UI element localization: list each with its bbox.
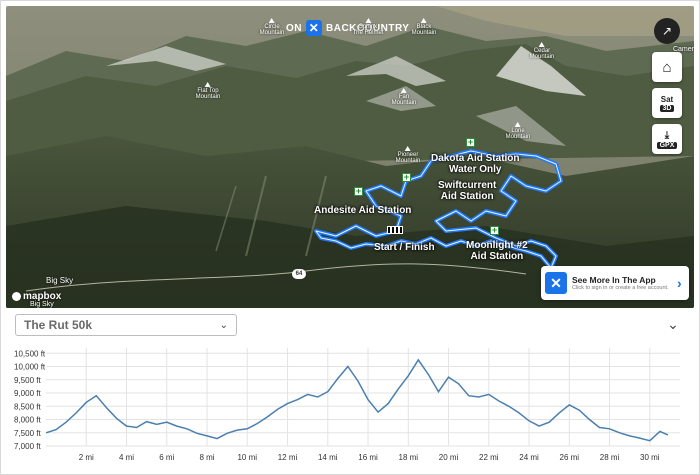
layer-toggle-button[interactable]: Sat 3D (652, 88, 682, 118)
peak-marker: Sphinx The Helmet (352, 18, 384, 36)
start-finish-label: Start / Finish (374, 242, 435, 253)
x-tick-label: 6 mi (159, 453, 174, 462)
compass-icon: ↗ (661, 24, 673, 38)
gpx-label: GPX (656, 141, 678, 149)
chart-grid (46, 348, 680, 447)
home-icon: ⌂ (662, 58, 672, 76)
peak-icon (539, 42, 545, 47)
y-tick-label: 9,000 ft (14, 389, 41, 398)
start-finish-flag-icon[interactable] (387, 226, 403, 234)
peak-icon (421, 18, 427, 23)
aid-station-icon[interactable]: + (402, 172, 411, 182)
x-tick-label: 22 mi (479, 453, 499, 462)
layer-label: Sat (660, 94, 674, 104)
x-axis-ticks: 2 mi 4 mi 6 mi 8 mi 10 mi 12 mi 14 mi 16 mi 18 m… (79, 453, 660, 462)
x-tick-label: 18 mi (399, 453, 419, 462)
peak-marker: Lone Mountain (506, 122, 530, 140)
peak-icon (205, 82, 211, 87)
peak-icon (269, 18, 275, 23)
x-tick-label: 14 mi (318, 453, 338, 462)
highway-shield: 64 (292, 269, 306, 279)
aid-station-label: Moonlight #2 Aid Station (466, 240, 528, 262)
chevron-down-icon: ⌄ (667, 315, 679, 332)
elevation-chart[interactable]: 7,000 ft 7,500 ft 8,000 ft 8,500 ft 9,000 ft… (0, 340, 700, 475)
brand-right: BACKCOUNTRY (326, 22, 410, 34)
x-tick-label: 20 mi (439, 453, 459, 462)
peak-icon (405, 146, 411, 151)
app-card-title: See More In The App (572, 274, 656, 285)
y-tick-label: 10,000 ft (14, 363, 46, 372)
peak-marker: Circle Mountain (260, 18, 284, 36)
collapse-chart-button[interactable]: ⌄ (664, 315, 682, 333)
y-tick-label: 8,000 ft (14, 416, 41, 425)
see-more-in-app-card[interactable]: ✕ See More In The App Click to sign in o… (541, 266, 689, 300)
gpx-download-button[interactable]: ⤓ GPX (652, 124, 682, 154)
elevation-profile-line[interactable] (45, 358, 669, 442)
aid-station-icon[interactable]: + (354, 186, 363, 196)
peak-icon (364, 18, 371, 23)
mapbox-icon (12, 292, 21, 301)
x-tick-label: 28 mi (600, 453, 620, 462)
terrain-background (6, 6, 694, 308)
x-tick-label: 4 mi (119, 453, 134, 462)
x-tick-label: 8 mi (199, 453, 214, 462)
y-tick-label: 7,500 ft (14, 429, 41, 438)
peak-marker: Flat Top Mountain (196, 82, 220, 100)
compass-button[interactable]: ↗ (654, 18, 680, 44)
y-tick-label: 10,500 ft (14, 349, 46, 358)
home-button[interactable]: ⌂ (652, 52, 682, 82)
onx-x-icon: ✕ (306, 20, 322, 36)
route-select-value: The Rut 50k (24, 318, 93, 332)
aid-station-icon[interactable]: + (466, 137, 475, 147)
app-card-subtitle: Click to sign in or create a free accoun… (572, 284, 669, 291)
peak-marker: Cedar Mountain (530, 42, 554, 60)
x-tick-label: 16 mi (358, 453, 378, 462)
chevron-right-icon: › (677, 275, 682, 291)
x-tick-label: 10 mi (237, 453, 257, 462)
x-tick-label: 12 mi (278, 453, 298, 462)
brand-left: ON (286, 22, 302, 34)
aid-station-label: Dakota Aid Station Water Only (431, 153, 520, 175)
download-icon: ⤓ (664, 129, 670, 141)
aid-station-label: Andesite Aid Station (314, 205, 412, 216)
y-tick-label: 7,000 ft (14, 442, 41, 451)
chevron-down-icon: ⌄ (219, 319, 228, 331)
x-tick-label: 26 mi (560, 453, 580, 462)
onx-backcountry-logo: ON ✕ BACKCOUNTRY (286, 16, 409, 40)
trail-map[interactable]: ON ✕ BACKCOUNTRY Circle Mountain Sphinx … (6, 6, 694, 308)
route-select[interactable]: The Rut 50k ⌄ (15, 314, 237, 336)
aid-station-icon[interactable]: + (490, 225, 499, 235)
mapbox-attribution[interactable]: mapbox (12, 291, 61, 302)
attribution-sub: Big Sky (30, 301, 54, 308)
camera-label: Camer (672, 46, 694, 53)
aid-station-label: Swiftcurrent Aid Station (438, 180, 497, 202)
peak-marker: Pioneer Mountain (396, 146, 420, 164)
peak-marker: Black Mountain (412, 18, 436, 36)
x-tick-label: 24 mi (519, 453, 539, 462)
peak-icon (515, 122, 521, 127)
y-tick-label: 8,500 ft (14, 402, 41, 411)
y-tick-label: 9,500 ft (14, 376, 41, 385)
y-axis-ticks: 7,000 ft 7,500 ft 8,000 ft 8,500 ft 9,000 ft… (14, 349, 46, 451)
peak-icon (401, 88, 407, 93)
view-mode-label: 3D (659, 104, 675, 112)
x-tick-label: 2 mi (79, 453, 94, 462)
peak-marker: Fan Mountain (392, 88, 416, 106)
mapbox-wordmark: mapbox (23, 291, 62, 302)
x-tick-label: 30 mi (640, 453, 660, 462)
onx-app-icon: ✕ (545, 272, 567, 294)
town-label: Big Sky (46, 276, 74, 285)
